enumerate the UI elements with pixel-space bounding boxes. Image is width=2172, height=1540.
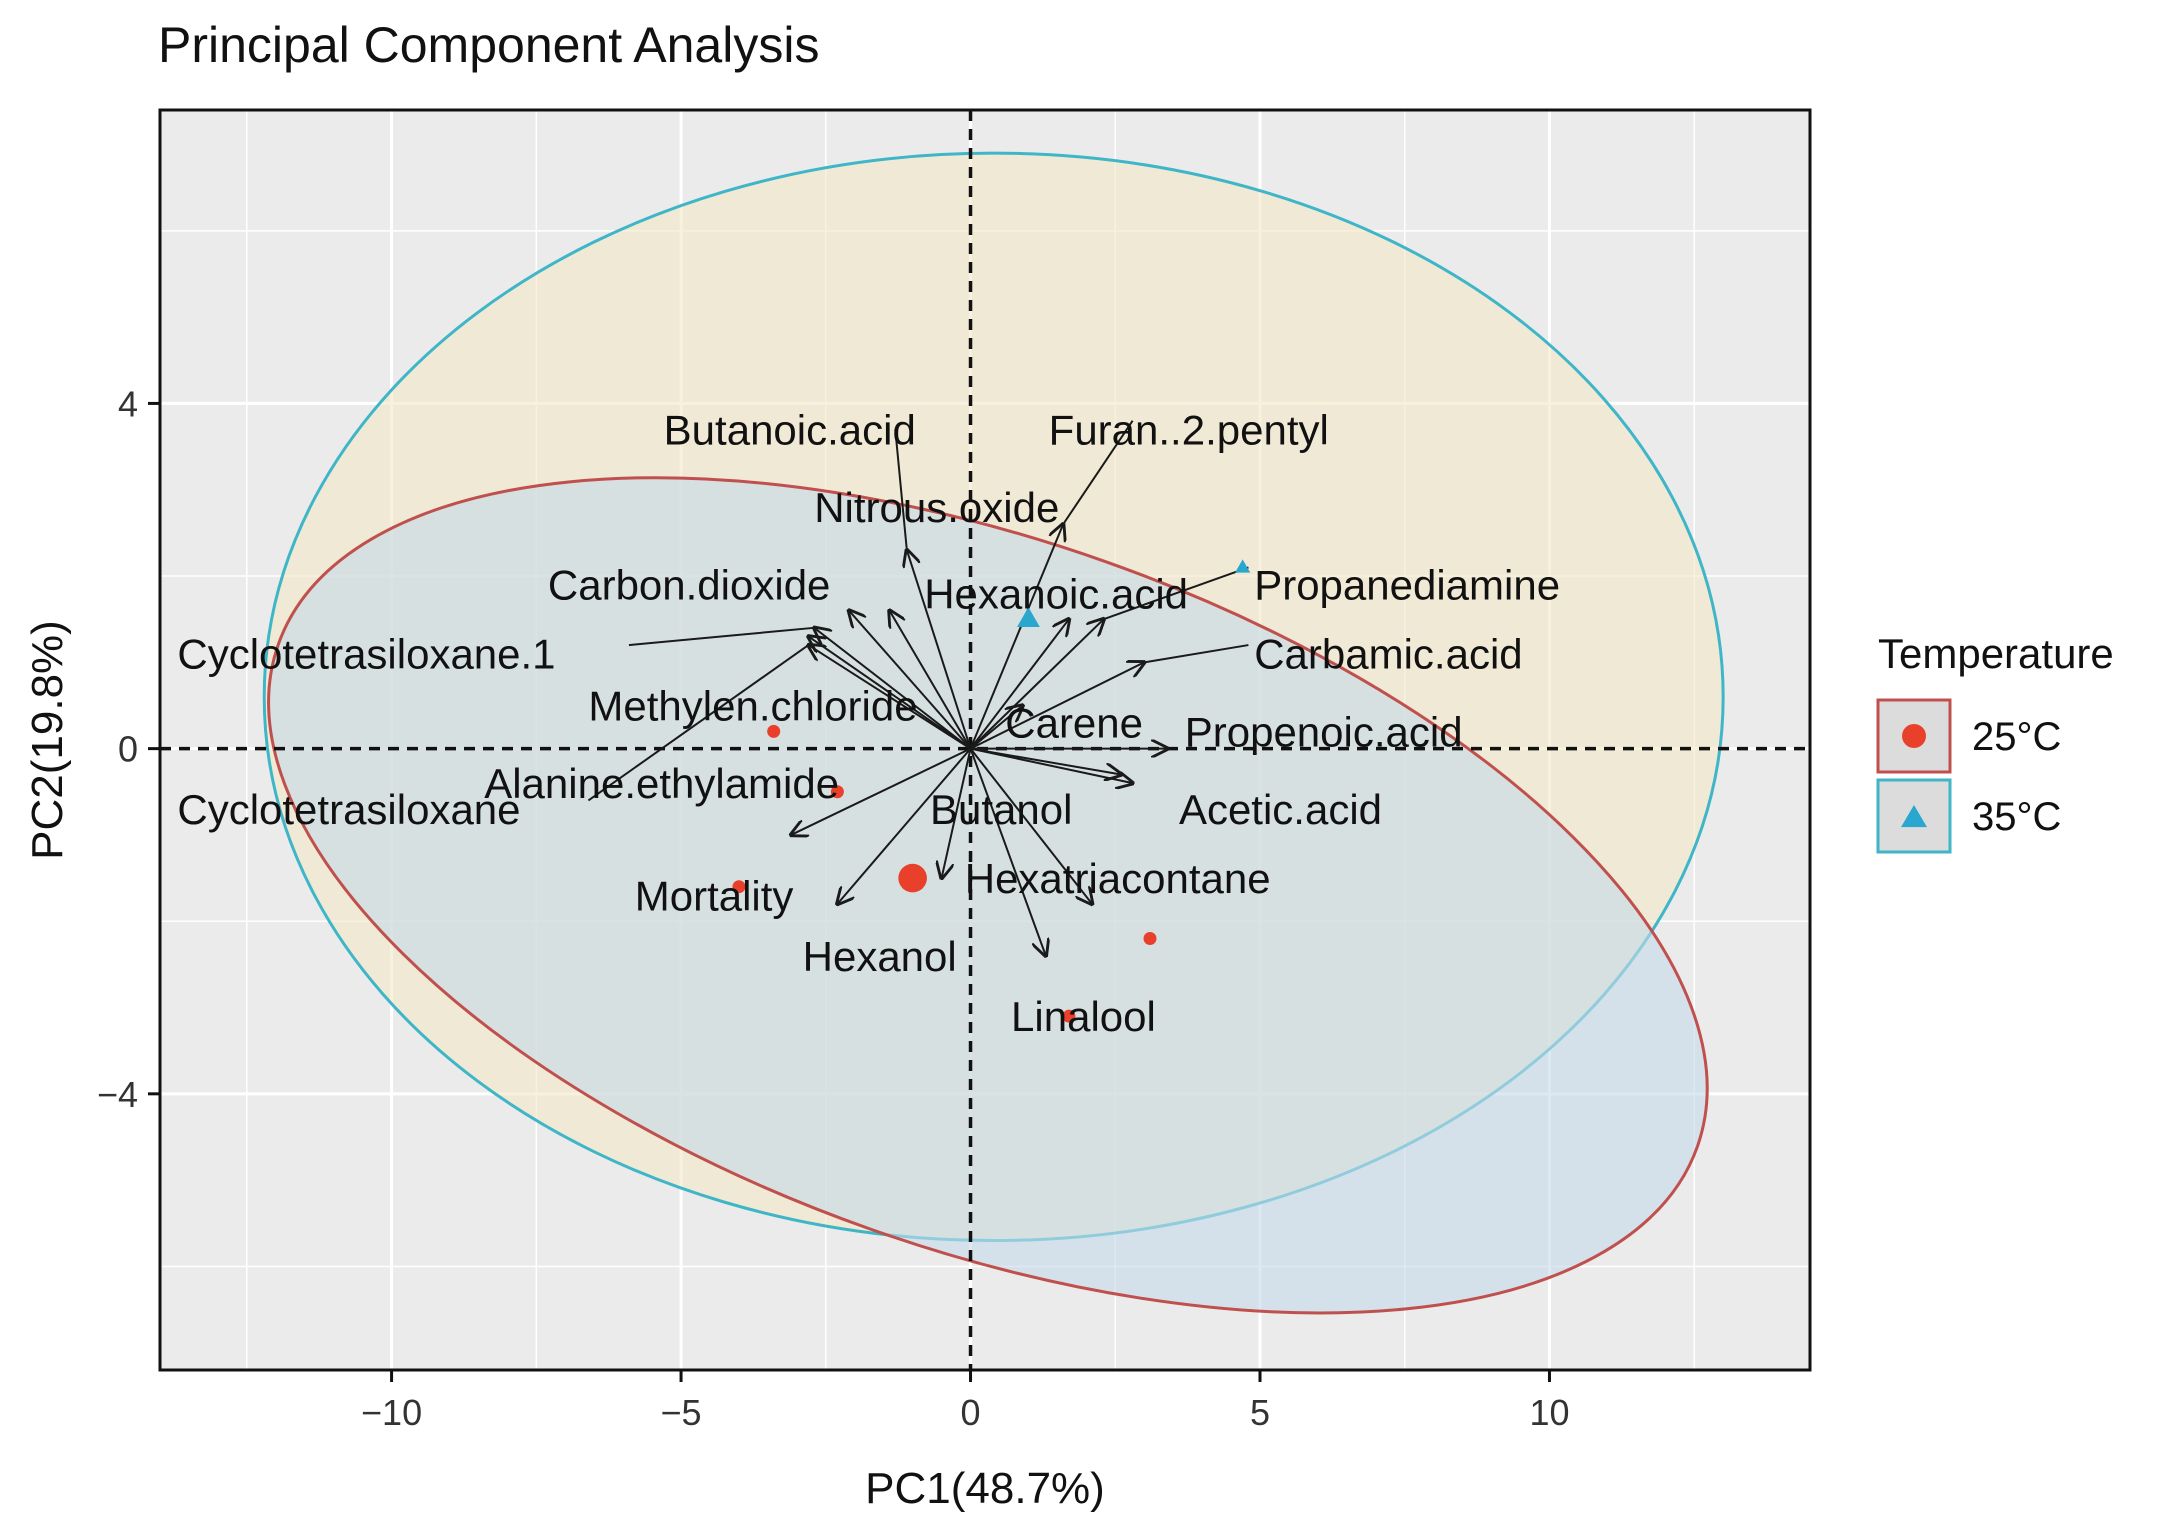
loading-label-hexanol: Hexanol — [803, 933, 957, 980]
loading-label-hexanoic-acid: Hexanoic.acid — [924, 570, 1188, 617]
point-35c — [1235, 559, 1251, 573]
point-25c — [830, 785, 844, 799]
point-25c — [732, 880, 746, 894]
y-tick-label: −4 — [97, 1074, 138, 1115]
loading-arrow-cyclotetrasiloxane — [808, 645, 972, 750]
x-tick-label: −10 — [361, 1392, 422, 1433]
loading-label-methylen-chloride: Methylen.chloride — [588, 682, 917, 729]
loading-arrow-furan-2-pentyl — [969, 524, 1064, 750]
loading-arrow-acetic-acid — [970, 747, 1133, 784]
loading-arrow-linalool — [969, 748, 1046, 956]
loading-label-mortality: Mortality — [635, 872, 794, 919]
legend-label-35c: 35°C — [1972, 795, 2061, 839]
legend-circle-icon — [1902, 724, 1926, 748]
label-leader-furan-2-pentyl — [1062, 420, 1134, 525]
loading-arrow-butanoic-acid — [907, 550, 972, 749]
point-25c — [1062, 1009, 1076, 1023]
loading-label-carbamic-acid: Carbamic.acid — [1254, 631, 1522, 678]
loading-arrow-carbamic-acid — [970, 662, 1145, 750]
loading-labels: Butanoic.acid Furan..2.pentyl Nitrous.oxid… — [177, 406, 1560, 1040]
loading-label-cyclotetrasiloxane: Cyclotetrasiloxane — [177, 786, 520, 833]
y-tick-label: 4 — [118, 383, 138, 424]
loading-label-acetic-acid: Acetic.acid — [1179, 786, 1382, 833]
legend-title: Temperature — [1878, 630, 2114, 677]
label-leader-cyclotetrasiloxane-1 — [628, 626, 815, 647]
loading-arrow-alanine-ethylamide — [791, 747, 971, 835]
point-25c — [1143, 931, 1157, 945]
legend: Temperature 25°C 35°C — [1876, 630, 2114, 854]
ellipse-25c — [267, 476, 1709, 1315]
loading-label-cyclotetrasiloxane-1: Cyclotetrasiloxane.1 — [177, 631, 555, 678]
loading-label-hexatriacontane: Hexatriacontane — [965, 855, 1271, 902]
panel-border — [158, 108, 1812, 1372]
loading-arrow-butanol — [970, 747, 1122, 775]
loading-arrow-hexatriacontane — [969, 748, 1093, 904]
x-tick-label: 5 — [1250, 1392, 1270, 1433]
label-leader-carbamic-acid — [1144, 644, 1249, 664]
loading-arrow-hexanoic-acid — [969, 619, 1069, 750]
loading-arrow-hexanol — [942, 748, 972, 878]
loading-label-butanoic-acid: Butanoic.acid — [664, 406, 916, 453]
loading-label-furan-2-pentyl: Furan..2.pentyl — [1049, 406, 1329, 453]
y-axis: −4 0 4 — [97, 383, 160, 1115]
loading-label-propanediamine: Propanediamine — [1254, 562, 1560, 609]
data-points — [732, 559, 1251, 1023]
chart-title: Principal Component Analysis — [158, 17, 819, 73]
loading-arrow-methylen-chloride — [808, 636, 972, 750]
loading-label-alanine-ethylamide: Alanine.ethylamide — [484, 760, 839, 807]
x-tick-label: −5 — [661, 1392, 702, 1433]
legend-triangle-icon — [1901, 805, 1927, 828]
loading-arrow-nitrous-oxide — [889, 611, 972, 750]
loading-label-butanol: Butanol — [930, 786, 1072, 833]
loading-label-carbon-dioxide: Carbon.dioxide — [548, 562, 831, 609]
x-axis: −10 −5 0 5 10 — [361, 1370, 1569, 1433]
x-tick-label: 0 — [961, 1392, 981, 1433]
loading-arrow-carbon-dioxide — [849, 611, 972, 750]
label-leader-butanoic-acid — [894, 429, 908, 551]
point-25c — [767, 724, 781, 738]
loading-label-nitrous-oxide: Nitrous.oxide — [814, 484, 1059, 531]
loading-arrow-carene — [969, 705, 1023, 750]
label-leader-propanediamine — [1103, 566, 1249, 621]
loading-arrows — [587, 420, 1249, 956]
label-leader-cyclotetrasiloxane — [587, 644, 809, 802]
y-tick-label: 0 — [118, 729, 138, 770]
loading-arrow-propanediamine — [969, 619, 1104, 750]
x-axis-label: PC1(48.7%) — [865, 1464, 1105, 1513]
loading-label-propenoic-acid: Propenoic.acid — [1185, 708, 1463, 755]
loading-label-carene: Carene — [1005, 700, 1143, 747]
loading-arrow-mortality — [837, 747, 972, 904]
loading-arrow-cyclotetrasiloxane-1 — [814, 628, 972, 750]
y-axis-label: PC2(19.8%) — [23, 620, 72, 860]
point-35c — [1017, 607, 1040, 627]
confidence-ellipses — [262, 151, 1725, 1315]
point-25c — [898, 863, 927, 893]
legend-key-35c — [1876, 778, 1952, 854]
x-tick-label: 10 — [1529, 1392, 1569, 1433]
loading-label-linalool: Linalool — [1011, 993, 1156, 1040]
legend-label-25c: 25°C — [1972, 715, 2061, 759]
